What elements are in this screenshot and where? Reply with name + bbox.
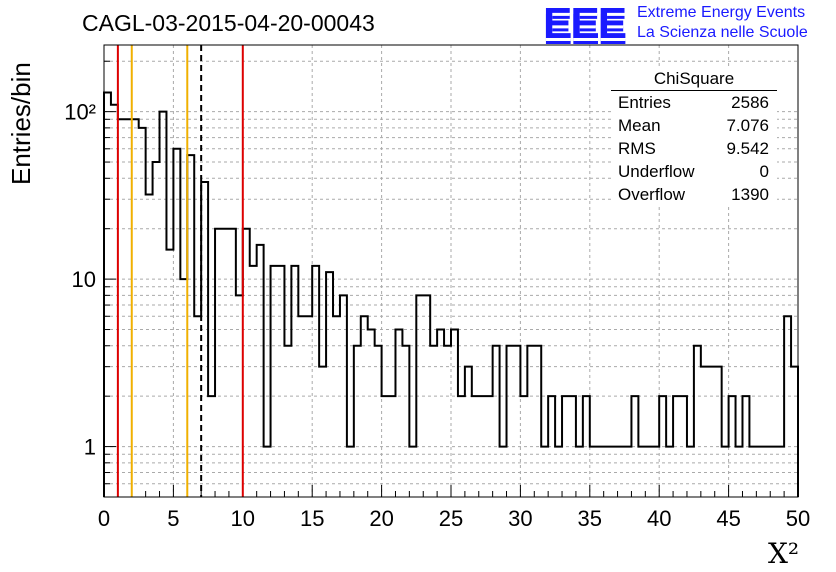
x-tick-label: 0 [98,506,110,531]
brand-line-2: La Scienza nelle Scuole [637,24,808,41]
stats-row-rms: RMS 9.542 [618,139,769,161]
stats-row-mean: Mean 7.076 [618,116,769,138]
stats-key: Mean [618,116,661,135]
stats-box: ChiSquare Entries 2586 Mean 7.076 RMS 9.… [611,66,777,205]
stats-title: ChiSquare [653,69,735,88]
stats-key: RMS [618,139,656,158]
stats-value: 1390 [731,185,769,204]
x-tick-label: 20 [369,506,393,531]
stats-row-entries: Entries 2586 [618,93,769,115]
stats-row-underflow: Underflow 0 [618,162,769,184]
stats-value: 9.542 [726,139,769,158]
y-axis-label: Entries/bin [6,62,36,185]
stats-key: Underflow [618,162,695,181]
x-tick-label: 50 [786,506,810,531]
stats-row-overflow: Overflow 1390 [618,185,769,207]
x-tick-label: 15 [300,506,324,531]
y-tick-label: 10² [64,100,96,125]
plot-frame [103,44,799,498]
stats-key: Entries [618,93,671,112]
y-tick-label: 1 [84,435,96,460]
x-tick-label: 10 [231,506,255,531]
stats-key: Overflow [618,185,686,204]
x-axis-label: X² [768,537,800,570]
x-tick-label: 35 [578,506,602,531]
stats-value: 2586 [731,93,769,112]
histogram-series [103,91,799,497]
chart-title: CAGL-03-2015-04-20-00043 [82,10,375,36]
x-tick-label: 5 [167,506,179,531]
x-tick-label: 30 [508,506,532,531]
stats-separator [611,90,777,91]
stats-value: 7.076 [726,116,769,135]
eee-logo: EEE [543,0,627,48]
y-tick-label: 10 [72,267,96,292]
x-tick-label: 25 [439,506,463,531]
x-tick-label: 40 [647,506,671,531]
brand-line-1: Extreme Energy Events [637,4,806,21]
x-tick-label: 45 [716,506,740,531]
stats-value: 0 [759,162,769,181]
